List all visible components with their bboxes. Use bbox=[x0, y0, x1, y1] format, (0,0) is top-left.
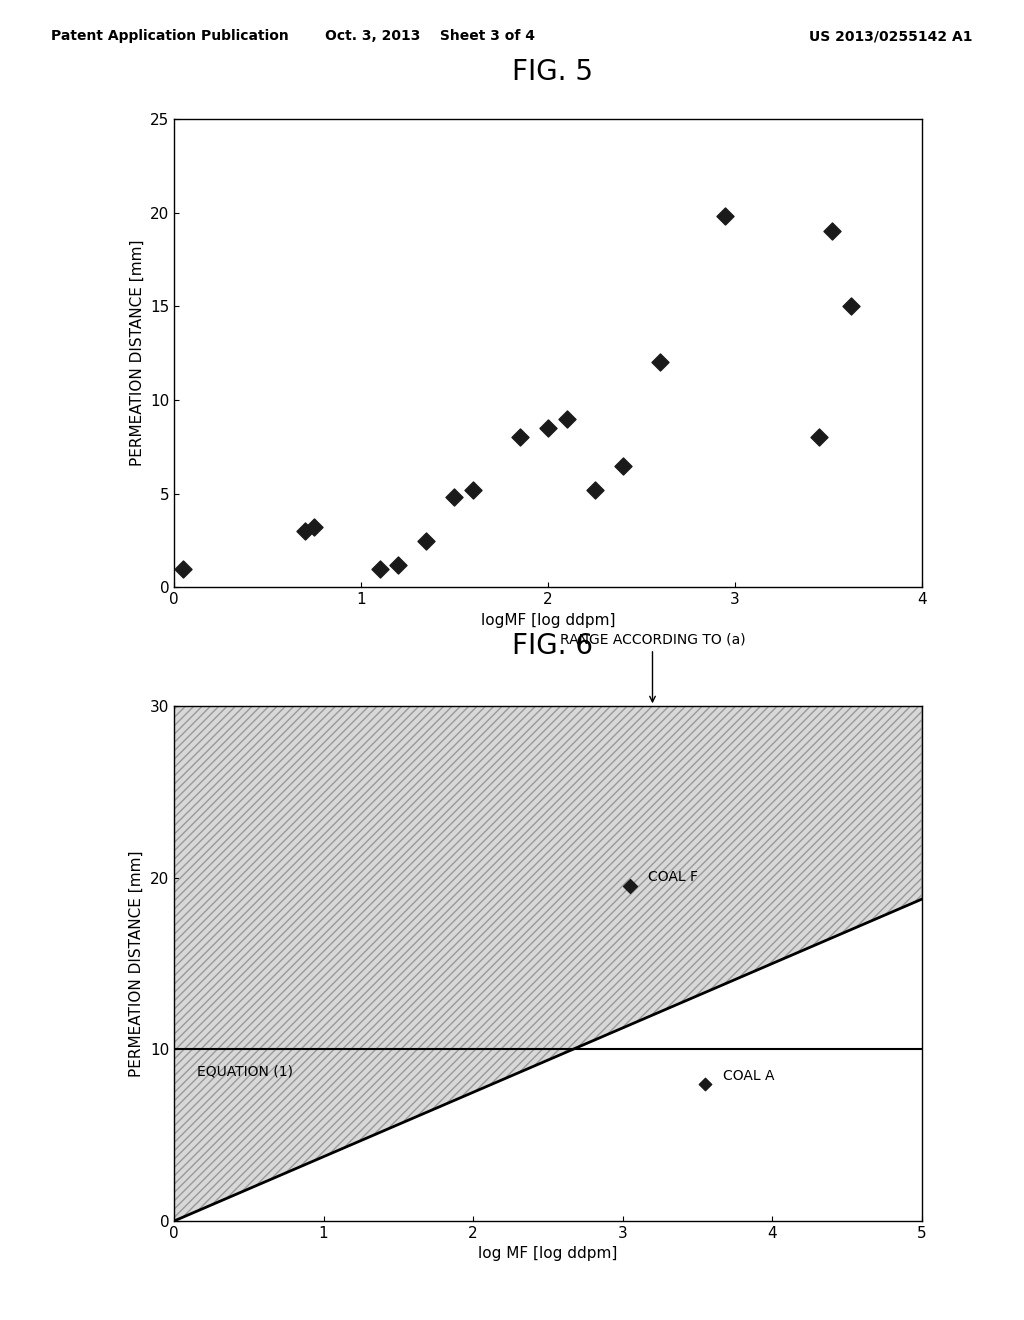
Point bbox=[465, 479, 481, 500]
Text: RANGE ACCORDING TO (a): RANGE ACCORDING TO (a) bbox=[560, 632, 745, 702]
Point bbox=[297, 520, 313, 541]
Point bbox=[372, 558, 388, 579]
Text: COAL F: COAL F bbox=[648, 870, 698, 884]
Text: FIG. 5: FIG. 5 bbox=[512, 58, 594, 86]
Y-axis label: PERMEATION DISTANCE [mm]: PERMEATION DISTANCE [mm] bbox=[129, 240, 144, 466]
Point bbox=[587, 479, 603, 500]
Text: COAL A: COAL A bbox=[723, 1069, 774, 1084]
Point bbox=[622, 876, 638, 898]
Point bbox=[558, 408, 574, 429]
Point bbox=[540, 417, 556, 438]
Point bbox=[811, 426, 827, 447]
X-axis label: log MF [log ddpm]: log MF [log ddpm] bbox=[478, 1246, 617, 1262]
Point bbox=[696, 1073, 713, 1094]
Y-axis label: PERMEATION DISTANCE [mm]: PERMEATION DISTANCE [mm] bbox=[129, 850, 144, 1077]
Point bbox=[175, 558, 191, 579]
Polygon shape bbox=[174, 706, 922, 1221]
Point bbox=[823, 220, 840, 242]
Text: Oct. 3, 2013    Sheet 3 of 4: Oct. 3, 2013 Sheet 3 of 4 bbox=[325, 29, 536, 44]
Point bbox=[843, 296, 859, 317]
Point bbox=[717, 206, 733, 227]
Text: US 2013/0255142 A1: US 2013/0255142 A1 bbox=[809, 29, 973, 44]
Point bbox=[614, 455, 631, 477]
Text: Patent Application Publication: Patent Application Publication bbox=[51, 29, 289, 44]
Point bbox=[390, 554, 407, 576]
Text: EQUATION (1): EQUATION (1) bbox=[197, 1064, 293, 1078]
Point bbox=[306, 517, 323, 539]
X-axis label: logMF [log ddpm]: logMF [log ddpm] bbox=[480, 612, 615, 628]
Point bbox=[651, 352, 668, 374]
Text: FIG. 6: FIG. 6 bbox=[512, 632, 594, 660]
Point bbox=[418, 529, 434, 552]
Point bbox=[446, 487, 463, 508]
Point bbox=[512, 426, 528, 447]
